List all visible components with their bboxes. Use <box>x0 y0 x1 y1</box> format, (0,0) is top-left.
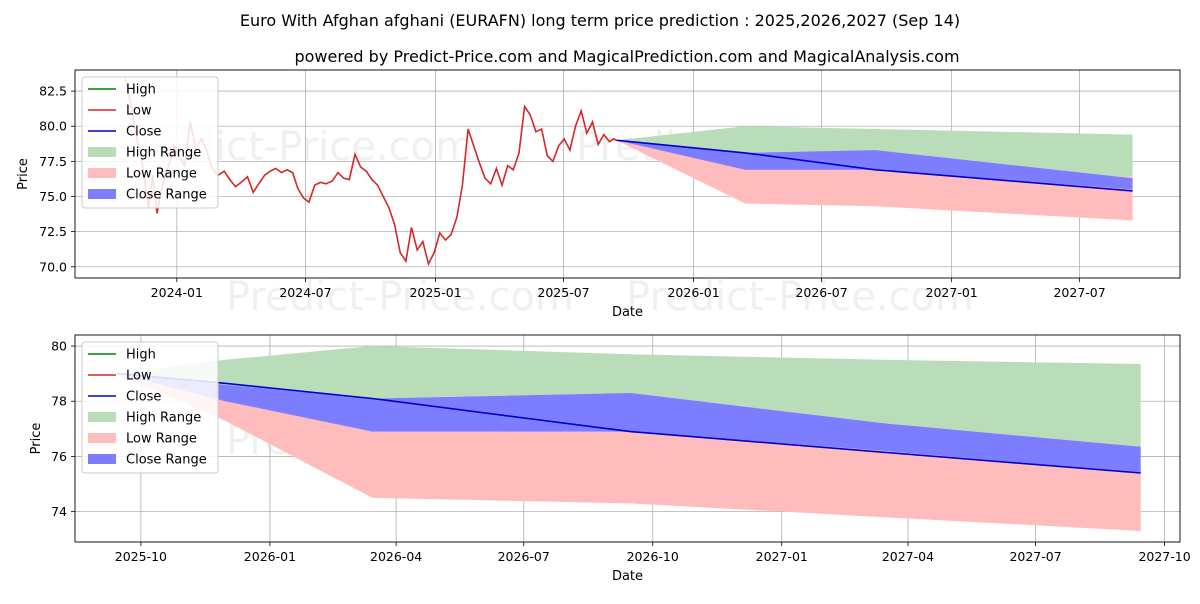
x-tick-label: 2024-01 <box>151 285 203 300</box>
x-tick-label: 2025-07 <box>537 285 589 300</box>
y-tick-label: 80.0 <box>39 119 67 134</box>
plot-area <box>124 78 1133 267</box>
y-tick-label: 78 <box>51 394 67 409</box>
y-tick-label: 80 <box>51 339 67 354</box>
legend-label: Close Range <box>126 453 207 468</box>
low-range-band <box>117 373 1141 531</box>
close-range-band <box>616 140 1133 190</box>
x-axis-label: Date <box>612 305 643 320</box>
x-tick-label: 2026-01 <box>667 285 719 300</box>
legend-label: Low <box>126 369 152 384</box>
legend-swatch-patch <box>88 412 116 422</box>
legend-label: High Range <box>126 146 201 161</box>
watermark-text: Predict-Price.com <box>226 274 574 320</box>
x-tick-label: 2027-04 <box>882 549 934 564</box>
x-tick-label: 2026-01 <box>244 549 296 564</box>
legend-label: Low Range <box>126 432 197 447</box>
legend-label: High <box>126 348 156 363</box>
x-tick-label: 2026-07 <box>795 285 847 300</box>
x-tick-label: 2027-07 <box>1053 285 1105 300</box>
y-tick-label: 75.0 <box>39 189 67 204</box>
plot-area <box>117 346 1141 531</box>
y-tick-label: 70.0 <box>39 259 67 274</box>
close-range-band <box>117 373 1141 473</box>
high-range-band <box>117 346 1141 447</box>
x-tick-label: 2027-07 <box>1009 549 1061 564</box>
close-forecast-line <box>616 139 1133 192</box>
x-tick-label: 2027-01 <box>756 549 808 564</box>
x-tick-label: 2026-10 <box>627 549 679 564</box>
legend-label: Low <box>126 104 152 119</box>
legend-label: Close <box>126 390 161 405</box>
y-tick-label: 74 <box>51 504 67 519</box>
legend-label: Close <box>126 125 161 140</box>
x-tick-label: 2027-01 <box>926 285 978 300</box>
panel-bottom: Predict-Price.comPredict-Price.com2025-1… <box>29 334 1191 584</box>
x-tick-label: 2026-04 <box>370 549 422 564</box>
legend-swatch-patch <box>88 433 116 443</box>
y-tick-label: 82.5 <box>39 84 67 99</box>
x-tick-label: 2025-10 <box>115 549 167 564</box>
legend-label: High <box>126 83 156 98</box>
y-tick-label: 72.5 <box>39 224 67 239</box>
y-axis-label: Price <box>29 423 44 455</box>
x-axis-label: Date <box>612 569 643 584</box>
low-range-band <box>616 140 1133 221</box>
legend-swatch-patch <box>88 168 116 178</box>
legend-swatch-patch <box>88 189 116 199</box>
axes-frame <box>74 69 1181 279</box>
x-tick-label: 2027-10 <box>1138 549 1190 564</box>
chart-title: Euro With Afghan afghani (EURAFN) long t… <box>240 11 960 30</box>
legend-swatch-patch <box>88 147 116 157</box>
chart-subtitle: powered by Predict-Price.com and Magical… <box>294 47 959 66</box>
legend-label: High Range <box>126 411 201 426</box>
legend-label: Close Range <box>126 188 207 203</box>
y-tick-label: 77.5 <box>39 154 67 169</box>
y-axis-label: Price <box>16 158 31 190</box>
axes-frame <box>74 334 1181 543</box>
x-tick-label: 2025-01 <box>409 285 461 300</box>
watermark-text: Predict-Price.com <box>626 274 974 320</box>
x-tick-label: 2026-07 <box>498 549 550 564</box>
y-tick-label: 76 <box>51 449 67 464</box>
legend-label: Low Range <box>126 167 197 182</box>
legend-swatch-patch <box>88 454 116 464</box>
x-tick-label: 2024-07 <box>279 285 331 300</box>
